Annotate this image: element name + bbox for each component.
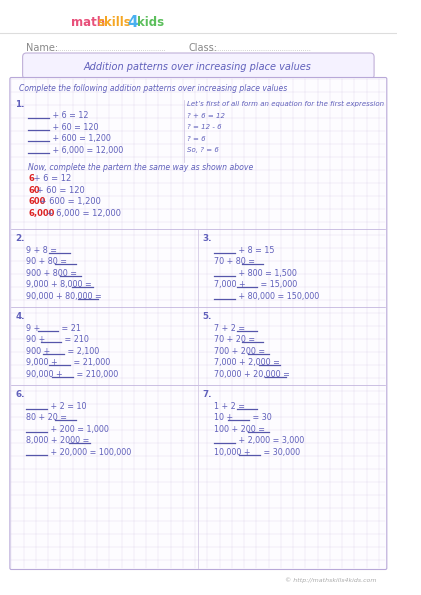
Text: = 21: = 21 [59, 324, 81, 333]
Text: = 2,100: = 2,100 [65, 346, 99, 355]
Text: ? + 6 = 12: ? + 6 = 12 [187, 112, 224, 118]
Text: Now, complete the partern the same way as shown above: Now, complete the partern the same way a… [28, 162, 253, 171]
Text: + 800 = 1,500: + 800 = 1,500 [236, 268, 296, 277]
Text: 90,000 +: 90,000 + [27, 369, 66, 378]
Text: + 60 = 120: + 60 = 120 [35, 186, 85, 195]
Text: Name:: Name: [27, 43, 59, 53]
Text: 6.: 6. [15, 390, 24, 399]
Text: ? = 6: ? = 6 [187, 136, 205, 142]
FancyBboxPatch shape [10, 77, 387, 569]
Text: 4: 4 [127, 14, 138, 30]
Text: 4.: 4. [15, 312, 24, 321]
Text: kids: kids [137, 15, 164, 29]
Text: 700 + 200 =: 700 + 200 = [214, 346, 267, 355]
Text: 9,000 +: 9,000 + [27, 358, 61, 367]
Text: Complete the following addition patterns over increasing place values: Complete the following addition patterns… [19, 83, 287, 92]
Text: 6: 6 [28, 174, 34, 183]
Text: + 60 = 120: + 60 = 120 [50, 123, 99, 131]
Text: 70 + 20 =: 70 + 20 = [214, 335, 258, 344]
Text: 600: 600 [28, 197, 45, 206]
Text: + 20,000 = 100,000: + 20,000 = 100,000 [48, 447, 131, 456]
FancyBboxPatch shape [23, 53, 374, 79]
Text: + 6 = 12: + 6 = 12 [50, 111, 88, 120]
Text: 10,000 +: 10,000 + [214, 447, 253, 456]
Text: 70 + 80 =: 70 + 80 = [214, 257, 257, 266]
Text: 900 + 800 =: 900 + 800 = [27, 268, 80, 277]
Text: + 8 = 15: + 8 = 15 [236, 246, 274, 255]
Text: 90 +: 90 + [27, 335, 48, 344]
Text: = 15,000: = 15,000 [258, 280, 298, 289]
Text: 7,000 + 2,000 =: 7,000 + 2,000 = [214, 358, 282, 367]
Text: 9 +: 9 + [27, 324, 43, 333]
Text: 5.: 5. [203, 312, 212, 321]
Text: 80 + 20 =: 80 + 20 = [27, 413, 70, 422]
Text: + 2,000 = 3,000: + 2,000 = 3,000 [236, 436, 304, 445]
Text: 3.: 3. [203, 234, 212, 243]
Text: 7,000 +: 7,000 + [214, 280, 248, 289]
Text: = 30: = 30 [250, 413, 272, 422]
Text: = 30,000: = 30,000 [261, 447, 300, 456]
Text: = 21,000: = 21,000 [71, 358, 110, 367]
Text: © http://mathskills4kids.com: © http://mathskills4kids.com [285, 577, 377, 583]
Text: + 80,000 = 150,000: + 80,000 = 150,000 [236, 292, 319, 300]
Text: 8,000 + 2000 =: 8,000 + 2000 = [27, 436, 92, 445]
Text: math: math [71, 15, 105, 29]
Text: 100 + 200 =: 100 + 200 = [214, 424, 267, 434]
Text: = 210: = 210 [62, 335, 89, 344]
Text: ? = 12 - 6: ? = 12 - 6 [187, 124, 221, 130]
Text: 70,000 + 20,000 =: 70,000 + 20,000 = [214, 369, 292, 378]
Text: So, ? = 6: So, ? = 6 [187, 147, 218, 153]
Text: = 210,000: = 210,000 [74, 369, 118, 378]
Text: Class:: Class: [189, 43, 218, 53]
Text: 9 + 8 =: 9 + 8 = [27, 246, 60, 255]
Text: 90,000 + 80,000 =: 90,000 + 80,000 = [27, 292, 105, 300]
Text: + 6 = 12: + 6 = 12 [31, 174, 72, 183]
Text: 90 + 80 =: 90 + 80 = [27, 257, 70, 266]
Text: + 6,000 = 12,000: + 6,000 = 12,000 [43, 208, 120, 218]
Text: 1 + 2 =: 1 + 2 = [214, 402, 248, 411]
Text: 60: 60 [28, 186, 40, 195]
Text: + 200 = 1,000: + 200 = 1,000 [48, 424, 109, 434]
Text: + 600 = 1,200: + 600 = 1,200 [50, 134, 111, 143]
Text: 10 +: 10 + [214, 413, 235, 422]
Text: 7 + 2 =: 7 + 2 = [214, 324, 248, 333]
Text: 2.: 2. [15, 234, 24, 243]
Text: Let’s first of all form an equation for the first expression: Let’s first of all form an equation for … [187, 101, 384, 107]
Text: + 6,000 = 12,000: + 6,000 = 12,000 [50, 146, 123, 155]
Text: + 600 = 1,200: + 600 = 1,200 [37, 197, 101, 206]
Text: + 2 = 10: + 2 = 10 [48, 402, 87, 411]
Text: 6,000: 6,000 [28, 208, 55, 218]
Text: 7.: 7. [203, 390, 212, 399]
Text: skills: skills [97, 15, 131, 29]
Text: 900 +: 900 + [27, 346, 53, 355]
Text: 1.: 1. [15, 99, 24, 108]
Text: 9,000 + 8,000 =: 9,000 + 8,000 = [27, 280, 95, 289]
Text: Addition patterns over increasing place values: Addition patterns over increasing place … [84, 62, 312, 72]
